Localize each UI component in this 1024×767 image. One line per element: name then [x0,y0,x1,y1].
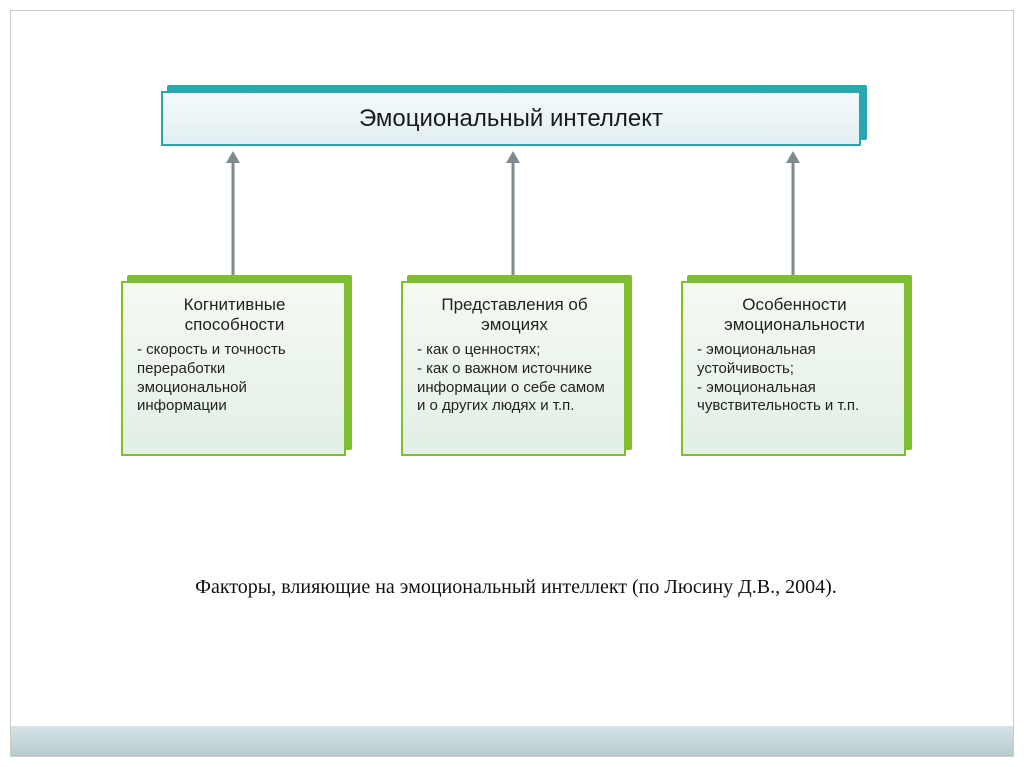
slide-frame: Эмоциональный интеллект Когнитивные спос… [10,10,1014,757]
child-title-0: Когнитивные способности [137,295,332,335]
caption: Факторы, влияющие на эмоциональный интел… [81,576,951,599]
child-title-1: Представления об эмоциях [417,295,612,335]
footer-bar [11,726,1013,756]
title-box: Эмоциональный интеллект [161,91,861,146]
child-box-0: Когнитивные способности - скорость и точ… [121,281,346,456]
slide-content: Эмоциональный интеллект Когнитивные спос… [21,21,1003,716]
caption-text: Факторы, влияющие на эмоциональный интел… [195,576,837,598]
child-box-1: Представления об эмоциях - как о ценност… [401,281,626,456]
child-body-1: - как о ценностях;- как о важном источни… [417,341,612,416]
child-box-2: Особенности эмоциональности - эмоциональ… [681,281,906,456]
child-body-0: - скорость и точность переработки эмоцио… [137,341,332,416]
title-text: Эмоциональный интеллект [359,105,663,133]
child-body-2: - эмоциональная устойчивость;- эмоционал… [697,341,892,416]
child-title-2: Особенности эмоциональности [697,295,892,335]
